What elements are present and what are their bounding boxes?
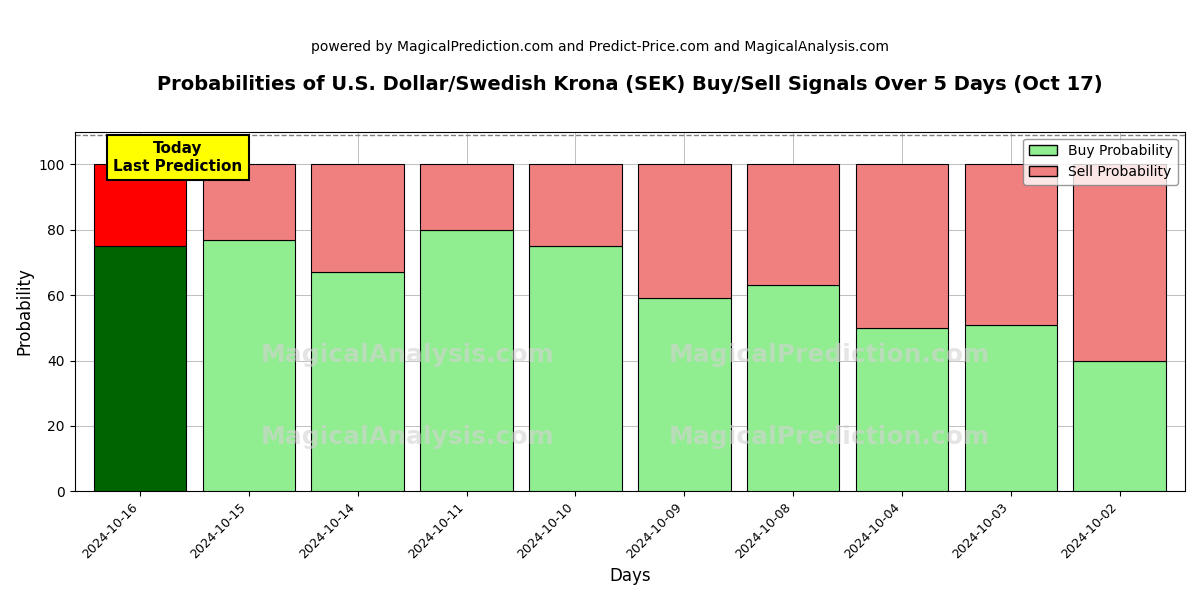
Bar [746, 286, 839, 491]
Legend: Buy Probability, Sell Probability: Buy Probability, Sell Probability [1024, 139, 1178, 185]
Bar [638, 164, 731, 298]
Bar [203, 164, 295, 239]
Text: MagicalAnalysis.com: MagicalAnalysis.com [260, 425, 554, 449]
Title: Probabilities of U.S. Dollar/Swedish Krona (SEK) Buy/Sell Signals Over 5 Days (O: Probabilities of U.S. Dollar/Swedish Kro… [157, 75, 1103, 94]
Bar [94, 246, 186, 491]
Bar [94, 164, 186, 246]
Text: Today
Last Prediction: Today Last Prediction [114, 142, 242, 174]
Y-axis label: Probability: Probability [16, 268, 34, 355]
Bar [965, 325, 1057, 491]
Bar [638, 298, 731, 491]
Bar [420, 164, 512, 230]
Text: powered by MagicalPrediction.com and Predict-Price.com and MagicalAnalysis.com: powered by MagicalPrediction.com and Pre… [311, 40, 889, 54]
Bar [1074, 361, 1166, 491]
Bar [529, 164, 622, 246]
Bar [312, 272, 404, 491]
Bar [856, 328, 948, 491]
Bar [312, 164, 404, 272]
Bar [203, 239, 295, 491]
Bar [529, 246, 622, 491]
Bar [420, 230, 512, 491]
X-axis label: Days: Days [610, 567, 650, 585]
Bar [746, 164, 839, 286]
Text: MagicalPrediction.com: MagicalPrediction.com [670, 343, 990, 367]
Bar [856, 164, 948, 328]
Bar [1074, 164, 1166, 361]
Text: MagicalAnalysis.com: MagicalAnalysis.com [260, 343, 554, 367]
Text: MagicalPrediction.com: MagicalPrediction.com [670, 425, 990, 449]
Bar [965, 164, 1057, 325]
